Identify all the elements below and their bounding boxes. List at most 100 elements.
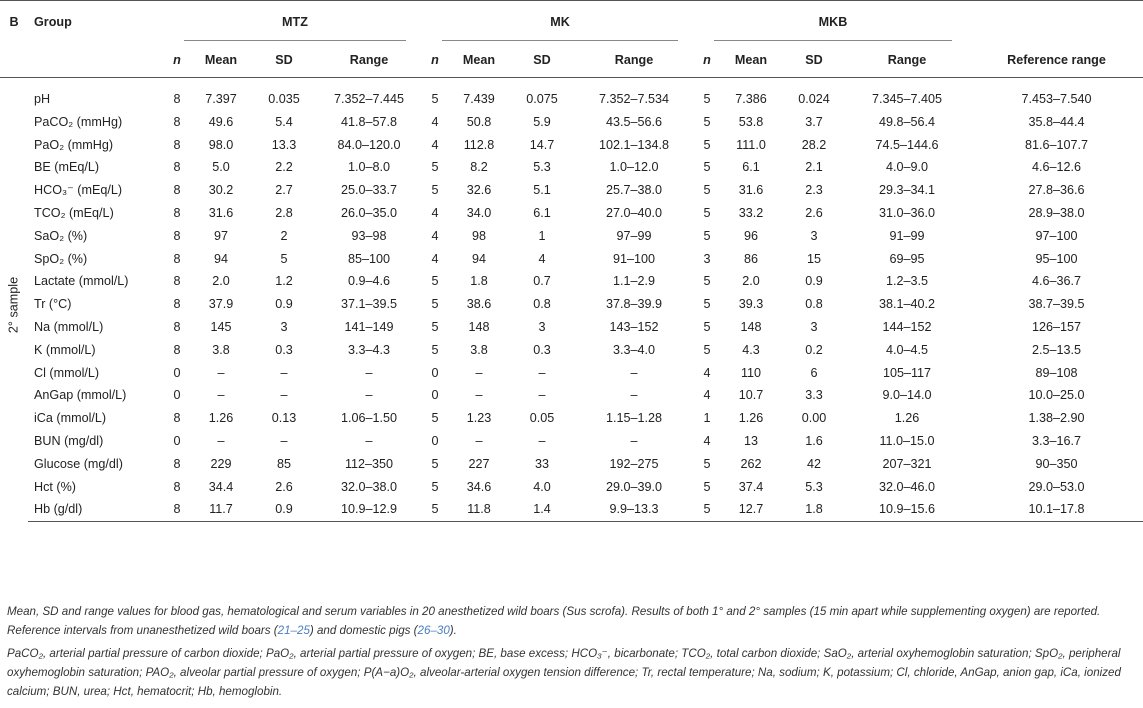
value-cell: 5.9 [533,114,551,129]
value-cell: 4.3 [742,342,760,357]
reference-range-cell: 95–100 [1035,251,1078,266]
value-cell: 4 [431,251,439,266]
value-cell: 85–100 [347,251,391,266]
value-cell: 25.7–38.0 [605,183,663,198]
value-cell: 0 [431,388,439,403]
variable-name: Cl (mmol/L) [34,365,100,380]
value-cell: 5 [703,92,711,106]
reference-link[interactable]: 21–25 [277,624,310,637]
col-reference-range: Reference range [970,43,1143,78]
sub-header-row: n Mean SD Range n Mean SD Range n Mean S… [0,43,1143,78]
value-cell: – [365,388,373,403]
value-cell: 27.0–40.0 [605,205,663,220]
value-cell: 5 [703,479,711,494]
col-mean: Mean [188,43,254,78]
value-cell: 1.26 [894,411,920,426]
value-cell: 5 [431,319,439,334]
value-cell: 8 [173,92,181,106]
value-cell: – [475,433,483,448]
value-cell: 1.23 [466,411,492,426]
section-label: 2° sample [6,276,21,333]
value-cell: 4 [431,114,439,129]
value-cell: 8 [173,228,181,243]
value-cell: 4.0 [533,479,551,494]
variable-name: K (mmol/L) [34,342,96,357]
table-row: Cl (mmol/L) 0 – – – 0 – – – 4 110 6 105–117 89–108 [0,362,1143,385]
value-cell: – [538,388,546,403]
value-cell: 29.3–34.1 [878,183,936,198]
value-cell: 2 [280,228,288,243]
reference-link[interactable]: 26–30 [417,624,450,637]
value-cell: 4 [703,365,711,380]
value-cell: 5 [703,342,711,357]
col-range: Range [314,43,424,78]
value-cell: 8 [173,205,181,220]
value-cell: 143–152 [609,319,659,334]
table-row: TCO₂ (mEq/L) 8 31.6 2.8 26.0–35.0 4 34.0 6.1 27.… [0,202,1143,225]
value-cell: 4 [703,388,711,403]
group-mkb: MKB [696,1,970,44]
col-n: n [424,43,446,78]
value-cell: 192–275 [609,456,659,471]
value-cell: 4.0–4.5 [885,342,929,357]
col-sd: SD [512,43,572,78]
value-cell: 98.0 [208,137,234,152]
value-cell: 145 [210,319,232,334]
value-cell: 3 [810,228,818,243]
value-cell: 8 [173,456,181,471]
value-cell: 0.05 [529,411,555,426]
value-cell: 6.1 [742,160,760,175]
value-cell: 1.15–1.28 [605,411,663,426]
reference-range-cell: 126–157 [1031,319,1082,334]
value-cell: – [630,433,638,448]
value-cell: – [365,365,373,380]
value-cell: 32.0–46.0 [878,479,936,494]
value-cell: 0.075 [526,92,558,106]
reference-range-cell: 3.3–16.7 [1031,433,1082,448]
value-cell: 5 [703,183,711,198]
col-range: Range [572,43,696,78]
reference-range-cell: 4.6–36.7 [1031,274,1082,289]
value-cell: 84.0–120.0 [337,137,401,152]
table-row: Na (mmol/L) 8 145 3 141–149 5 148 3 143–152 5 148 3… [0,316,1143,339]
value-cell: 2.6 [805,205,823,220]
value-cell: – [475,365,483,380]
value-cell: 4 [703,433,711,448]
value-cell: 5 [703,319,711,334]
col-sd: SD [784,43,844,78]
value-cell: 34.0 [466,205,492,220]
value-cell: 3 [703,251,711,266]
value-cell: 8 [173,342,181,357]
value-cell: 3.7 [805,114,823,129]
value-cell: – [217,365,225,380]
value-cell: 0.13 [271,411,297,426]
value-cell: 10.9–15.6 [844,498,970,523]
value-cell: 6.1 [533,205,551,220]
value-cell: 141–149 [344,319,394,334]
value-cell: – [217,388,225,403]
value-cell: 1.26 [208,411,234,426]
value-cell: 91–100 [612,251,656,266]
panel-label: B [9,15,19,29]
variable-name: AnGap (mmol/L) [34,388,127,403]
value-cell: 69–95 [889,251,925,266]
value-cell: 31.6 [208,205,234,220]
value-cell: 15 [806,251,821,266]
table-row: Tr (°C) 8 37.9 0.9 37.1–39.5 5 38.6 0.8 37.8–39.… [0,293,1143,316]
value-cell: 41.8–57.8 [340,114,398,129]
value-cell: 43.5–56.6 [605,114,663,129]
value-cell: 8 [173,411,181,426]
variable-name: Tr (°C) [34,297,72,312]
variable-name: BE (mEq/L) [34,160,100,175]
value-cell: 37.1–39.5 [340,297,398,312]
value-cell: 262 [740,456,762,471]
value-cell: 5 [696,498,718,523]
value-cell: 9.9–13.3 [572,498,696,523]
value-cell: 1.8 [784,498,844,523]
group-mtz: MTZ [166,1,424,44]
value-cell: 29.0–39.0 [605,479,663,494]
value-cell: 97 [213,228,228,243]
value-cell: 0 [173,365,181,380]
value-cell: 2.0 [212,274,230,289]
value-cell: 26.0–35.0 [340,205,398,220]
